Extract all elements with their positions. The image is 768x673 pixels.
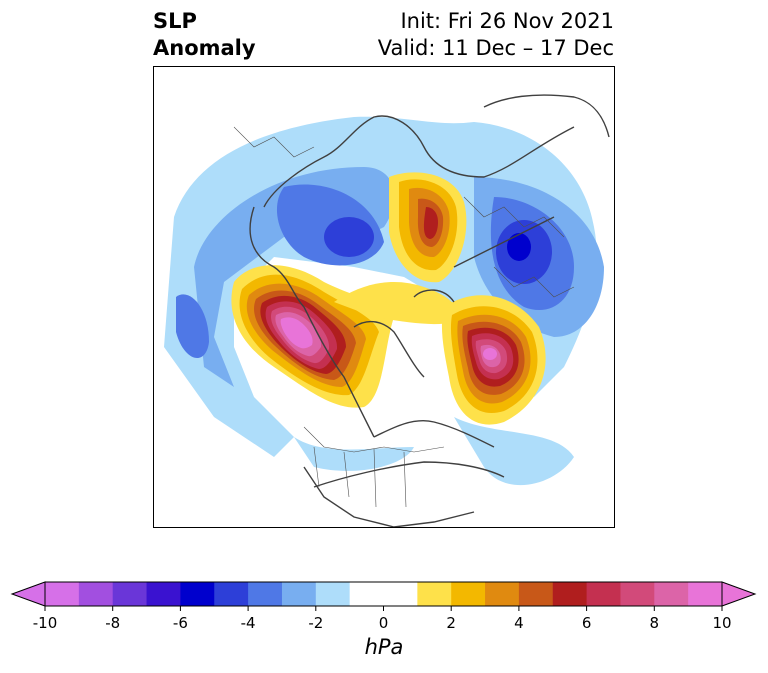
colorbar-segment bbox=[112, 582, 148, 606]
colorbar-tick-label: 6 bbox=[582, 614, 592, 632]
colorbar-tick-label: 10 bbox=[712, 614, 731, 632]
colorbar-segment bbox=[180, 582, 215, 606]
alaska-high bbox=[231, 265, 394, 408]
colorbar: -10 -8 -6 -4 -2 0 2 4 6 8 10 bbox=[10, 581, 757, 632]
colorbar-tick-label: -8 bbox=[105, 614, 120, 632]
colorbar-segment bbox=[417, 582, 452, 606]
siberia-high bbox=[389, 172, 467, 283]
title-left: SLP Anomaly bbox=[153, 8, 256, 62]
colorbar-tick-label: 2 bbox=[446, 614, 456, 632]
colorbar-segment bbox=[78, 582, 114, 606]
colorbar-segment bbox=[146, 582, 181, 606]
valid-range: Valid: 11 Dec – 17 Dec bbox=[377, 36, 614, 60]
colorbar-segment bbox=[248, 582, 283, 606]
colorbar-tick-label: -6 bbox=[173, 614, 188, 632]
colorbar-segment bbox=[586, 582, 621, 606]
title-line-2: Anomaly bbox=[153, 36, 256, 60]
negative-anomaly-core bbox=[324, 217, 552, 284]
colorbar-segment bbox=[485, 582, 520, 606]
colorbar-tick-label: 8 bbox=[650, 614, 660, 632]
colorbar-segment bbox=[281, 582, 317, 606]
colorbar-segment bbox=[45, 582, 80, 606]
colorbar-segment bbox=[315, 582, 351, 606]
colorbar-tick-label: -4 bbox=[241, 614, 256, 632]
colorbar-segment bbox=[620, 582, 655, 606]
colorbar-tick-label: -2 bbox=[308, 614, 323, 632]
colorbar-segment bbox=[552, 582, 588, 606]
political-borders bbox=[233, 126, 575, 508]
coastlines bbox=[249, 94, 610, 527]
title-line-1: SLP bbox=[153, 9, 197, 33]
colorbar-segment bbox=[688, 582, 723, 606]
init-date: Init: Fri 26 Nov 2021 bbox=[400, 9, 614, 33]
slp-anomaly-map bbox=[164, 94, 610, 527]
title-right: Init: Fri 26 Nov 2021 Valid: 11 Dec – 17… bbox=[378, 8, 614, 62]
colorbar-segment bbox=[451, 582, 486, 606]
colorbar-unit-label: hPa bbox=[364, 635, 404, 659]
map-panel bbox=[153, 66, 615, 528]
colorbar-extend-min bbox=[10, 581, 46, 607]
ridge-bridge bbox=[334, 282, 458, 325]
colorbar-segment bbox=[349, 582, 384, 606]
north-atlantic-high bbox=[441, 295, 546, 425]
colorbar-tick-label: -10 bbox=[33, 614, 58, 632]
colorbar-segment bbox=[654, 582, 689, 606]
colorbar-segment bbox=[214, 582, 249, 606]
colorbar-segment bbox=[383, 582, 418, 606]
colorbar-tick-label: 0 bbox=[379, 614, 389, 632]
colorbar-tick-label: 4 bbox=[514, 614, 524, 632]
colorbar-extend-max bbox=[721, 581, 757, 607]
colorbar-segment bbox=[518, 582, 554, 606]
